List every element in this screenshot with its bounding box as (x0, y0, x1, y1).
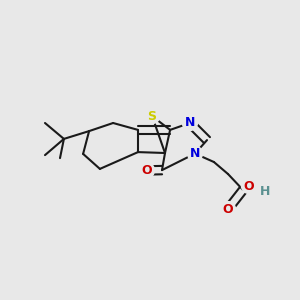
Text: H: H (260, 184, 270, 198)
Circle shape (145, 109, 160, 124)
Text: N: N (185, 116, 195, 130)
Text: O: O (223, 202, 233, 216)
Circle shape (140, 163, 154, 178)
Circle shape (188, 146, 202, 161)
Text: S: S (148, 110, 157, 123)
Circle shape (182, 116, 197, 130)
Text: O: O (142, 164, 152, 177)
Text: O: O (244, 179, 254, 193)
Circle shape (220, 202, 236, 217)
Circle shape (257, 184, 272, 199)
Circle shape (242, 178, 256, 194)
Text: N: N (190, 147, 200, 160)
